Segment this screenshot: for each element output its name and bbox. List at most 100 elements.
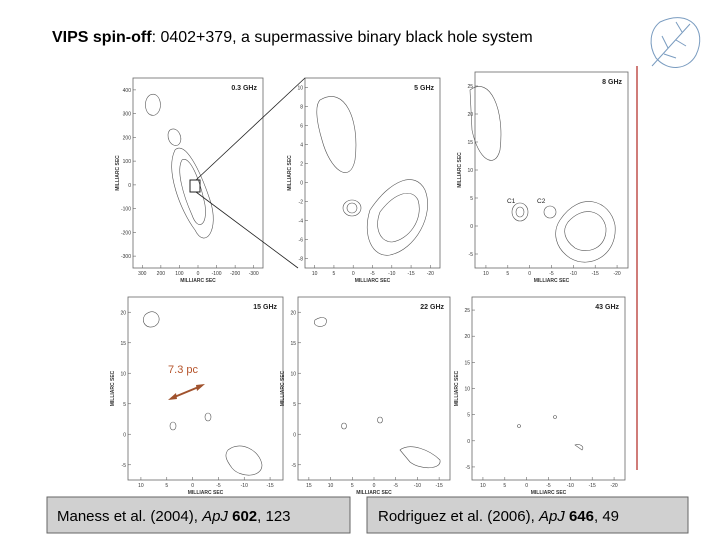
y-axis-label: MILLIARC SEC [115,155,121,191]
frequency-label: 15 GHz [253,304,277,311]
frequency-label: 43 GHz [595,304,619,311]
x-tick-label: -20 [610,483,617,489]
x-axis-label: MILLIARC SEC [188,490,224,496]
x-tick-label: -15 [407,271,414,277]
citation-volume: 602 [232,508,257,525]
x-axis-label: MILLIARC SEC [355,278,391,284]
x-tick-label: 10 [328,483,334,489]
y-tick-label: 8 [300,105,303,111]
y-tick-label: 2 [300,162,303,168]
x-tick-label: 5 [165,483,168,489]
y-tick-label: 20 [467,112,473,118]
y-tick-label: 0 [293,432,296,438]
citation-authors: Rodriguez et al. (2006), [378,508,535,525]
x-tick-label: -300 [249,271,259,277]
y-tick-label: 0 [300,181,303,187]
x-tick-label: -10 [567,483,574,489]
citation-box: Maness et al. (2004), ApJ 602, 123 [46,496,351,534]
contours [143,77,616,476]
x-tick-label: 10 [312,271,318,277]
y-tick-label: 300 [123,112,132,118]
x-tick-label: 0 [373,483,376,489]
y-axis-label: MILLIARC SEC [287,155,293,191]
x-tick-label: -5 [216,483,221,489]
x-tick-label: 5 [333,271,336,277]
y-tick-label: -300 [121,254,131,260]
y-tick-label: 5 [467,413,470,419]
y-tick-label: -8 [299,257,304,263]
y-axis-label: MILLIARC SEC [110,370,116,406]
x-tick-label: -20 [613,271,620,277]
y-tick-label: 15 [464,360,470,366]
x-tick-label: 15 [306,483,312,489]
y-tick-label: 15 [290,341,296,347]
y-tick-label: -5 [122,463,127,469]
x-tick-label: 100 [175,271,184,277]
title: VIPS spin-off: 0402+379, a supermassive … [52,29,533,46]
y-tick-label: 15 [120,341,126,347]
citation-journal: ApJ [538,508,565,525]
title-rest: : 0402+379, a supermassive binary black … [152,29,533,46]
citation-pages: , 123 [257,508,290,525]
citation-pages: , 49 [594,508,619,525]
y-tick-label: -2 [299,200,304,206]
svg-text:Maness et al. (2004), ApJ 602,: Maness et al. (2004), ApJ 602, 123 [57,508,291,525]
x-tick-label: 0 [525,483,528,489]
x-tick-label: 0 [528,271,531,277]
x-tick-label: 300 [138,271,147,277]
y-tick-label: 0 [128,183,131,189]
x-tick-label: -5 [549,271,554,277]
y-tick-label: 0 [123,432,126,438]
y-tick-label: -4 [299,219,304,225]
y-tick-label: 25 [464,308,470,314]
scale-arrow [168,384,205,400]
scale-label: 7.3 pc [168,364,198,376]
y-tick-label: 100 [123,159,132,165]
y-tick-label: 15 [467,140,473,146]
y-tick-label: 6 [300,124,303,130]
y-tick-label: 400 [123,88,132,94]
y-tick-label: 10 [464,387,470,393]
y-tick-label: 20 [464,334,470,340]
x-tick-label: -15 [592,271,599,277]
y-axis-label: MILLIARC SEC [280,370,286,406]
frequency-label: 5 GHz [414,85,434,92]
y-tick-label: 200 [123,135,132,141]
y-tick-label: -6 [299,238,304,244]
x-tick-label: 0 [191,483,194,489]
frequency-label: 0.3 GHz [231,85,257,92]
y-tick-label: -5 [466,465,471,471]
map-panel: 0.3 GHz 300 200 100 0 -100 -200 -300 400 300 200 10… [115,77,264,284]
y-tick-label: 10 [120,371,126,377]
x-tick-label: 5 [351,483,354,489]
y-tick-label: 25 [467,84,473,90]
logo [650,17,701,68]
citation-authors: Maness et al. (2004), [57,508,198,525]
x-tick-label: -15 [436,483,443,489]
component-label: C1 [507,198,516,205]
y-axis-label: MILLIARC SEC [454,370,460,406]
y-tick-label: 5 [123,402,126,408]
x-tick-label: -20 [427,271,434,277]
x-tick-label: 0 [197,271,200,277]
x-tick-label: 0 [352,271,355,277]
x-tick-label: 5 [506,271,509,277]
x-tick-label: -10 [570,271,577,277]
y-tick-label: -5 [292,463,297,469]
x-tick-label: -15 [266,483,273,489]
y-tick-label: -200 [121,230,131,236]
y-tick-label: 5 [470,196,473,202]
x-tick-label: -10 [414,483,421,489]
x-tick-label: -10 [241,483,248,489]
y-tick-label: -100 [121,207,131,213]
x-axis-label: MILLIARC SEC [534,278,570,284]
x-axis-label: MILLIARC SEC [356,490,392,496]
x-tick-label: 10 [138,483,144,489]
x-tick-label: -5 [370,271,375,277]
x-tick-label: -5 [546,483,551,489]
x-tick-label: 10 [480,483,486,489]
y-tick-label: 20 [290,310,296,316]
